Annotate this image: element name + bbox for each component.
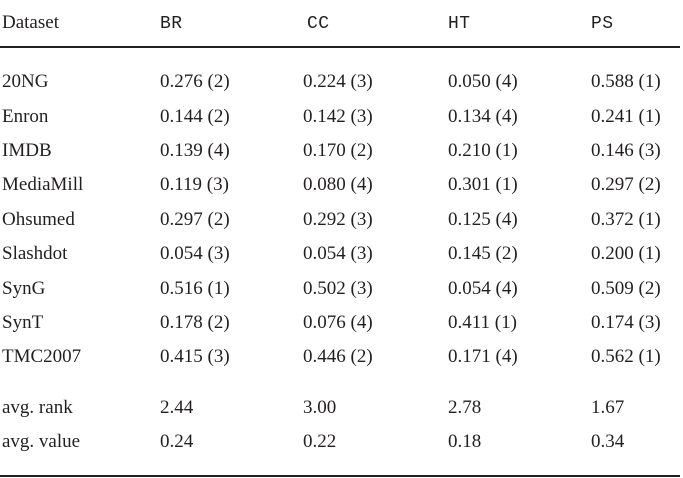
summary-row-cell: 0.22 [303, 431, 337, 452]
table-row-cell: 0.502 (3) [303, 278, 373, 299]
table-row-cell: 0.297 (2) [591, 174, 661, 195]
table-row-cell: 0.144 (2) [160, 106, 230, 127]
table-row-cell: 0.076 (4) [303, 312, 373, 333]
table-row-cell: 0.241 (1) [591, 106, 661, 127]
summary-row-label: avg. rank [2, 397, 73, 418]
table-row-label: SynG [2, 278, 46, 299]
table-row-cell: 0.509 (2) [591, 278, 661, 299]
table-row-label: IMDB [2, 140, 52, 161]
table-row-cell: 0.224 (3) [303, 71, 373, 92]
table-row-cell: 0.292 (3) [303, 209, 373, 230]
table-row-cell: 0.446 (2) [303, 346, 373, 367]
table-row-cell: 0.146 (3) [591, 140, 661, 161]
table-row-cell: 0.562 (1) [591, 346, 661, 367]
header-col-br: BR [160, 14, 183, 34]
table-row-cell: 0.170 (2) [303, 140, 373, 161]
summary-row-cell: 1.67 [591, 397, 625, 418]
table-row-cell: 0.301 (1) [448, 174, 518, 195]
header-col-ps: PS [591, 14, 614, 34]
table-row-cell: 0.297 (2) [160, 209, 230, 230]
table-row-cell: 0.139 (4) [160, 140, 230, 161]
table-row-cell: 0.178 (2) [160, 312, 230, 333]
table-row-cell: 0.145 (2) [448, 243, 518, 264]
summary-row-cell: 2.44 [160, 397, 194, 418]
table-row-cell: 0.054 (3) [160, 243, 230, 264]
table-row-cell: 0.174 (3) [591, 312, 661, 333]
table-row-cell: 0.050 (4) [448, 71, 518, 92]
header-col-ht: HT [448, 14, 471, 34]
table-row-cell: 0.134 (4) [448, 106, 518, 127]
table-row-cell: 0.372 (1) [591, 209, 661, 230]
table-row-label: Slashdot [2, 243, 68, 264]
table-row-label: SynT [2, 312, 44, 333]
summary-row-cell: 0.34 [591, 431, 625, 452]
table-row-cell: 0.054 (3) [303, 243, 373, 264]
header-col-cc: CC [307, 14, 330, 34]
summary-row-cell: 3.00 [303, 397, 337, 418]
table-row-cell: 0.588 (1) [591, 71, 661, 92]
table-row-label: 20NG [2, 71, 49, 92]
summary-row-cell: 0.18 [448, 431, 482, 452]
header-dataset: Dataset [2, 12, 59, 33]
table-row-cell: 0.054 (4) [448, 278, 518, 299]
table-row-cell: 0.276 (2) [160, 71, 230, 92]
summary-row-cell: 2.78 [448, 397, 482, 418]
table-row-cell: 0.210 (1) [448, 140, 518, 161]
table-row-cell: 0.200 (1) [591, 243, 661, 264]
table-row-label: Enron [2, 106, 49, 127]
table-row-cell: 0.119 (3) [160, 174, 229, 195]
table-row-label: Ohsumed [2, 209, 75, 230]
table-row-cell: 0.142 (3) [303, 106, 373, 127]
table-row-cell: 0.411 (1) [448, 312, 517, 333]
table-row-cell: 0.125 (4) [448, 209, 518, 230]
header-rule [0, 46, 680, 48]
table-row-cell: 0.171 (4) [448, 346, 518, 367]
table-row-cell: 0.516 (1) [160, 278, 230, 299]
table-row-cell: 0.415 (3) [160, 346, 230, 367]
bottom-rule [0, 475, 680, 477]
summary-row-cell: 0.24 [160, 431, 194, 452]
table-row-label: MediaMill [2, 174, 84, 195]
table-row-label: TMC2007 [2, 346, 82, 367]
table-row-cell: 0.080 (4) [303, 174, 373, 195]
summary-row-label: avg. value [2, 431, 81, 452]
